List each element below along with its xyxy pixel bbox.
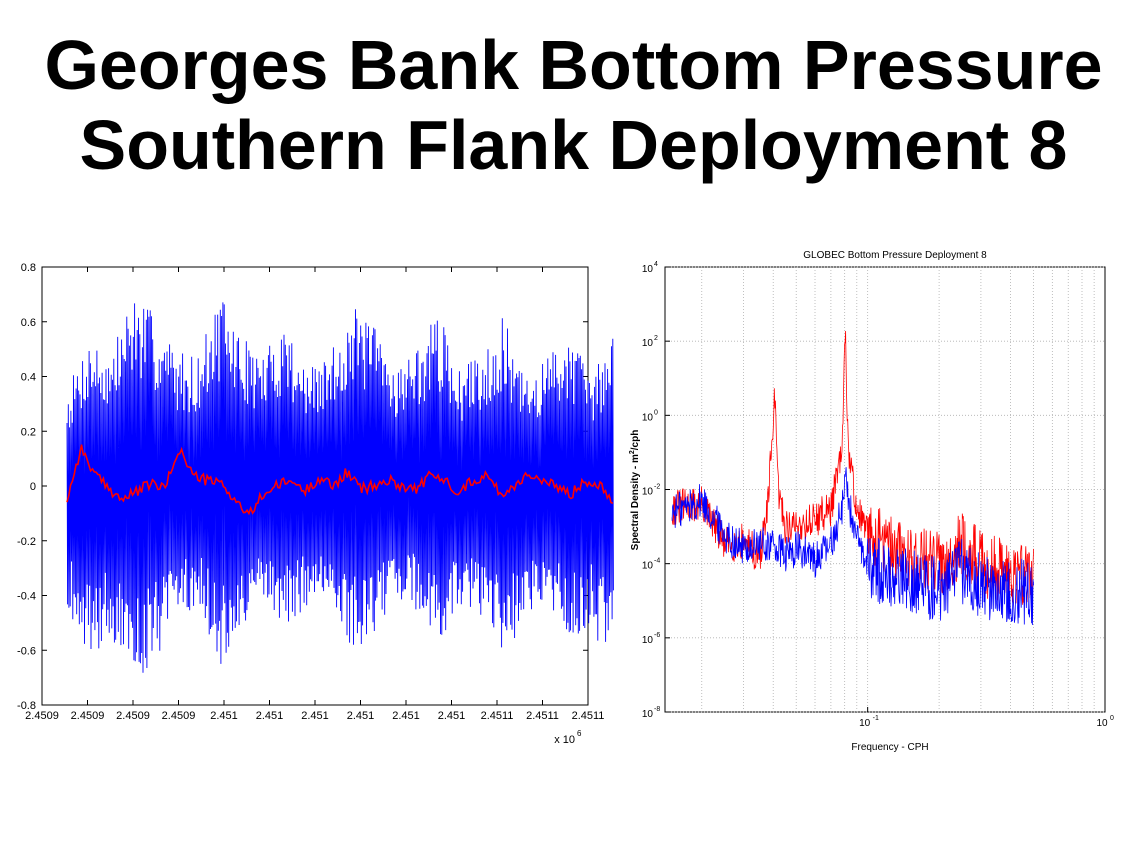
x-multiplier-exponent: 6 bbox=[577, 729, 582, 738]
x-tick-label: 2.4511 bbox=[572, 710, 605, 722]
x-tick-label: 2.4509 bbox=[116, 710, 150, 722]
blue-spectrum-series bbox=[671, 467, 1034, 626]
y-tick-label-exponent: 0 bbox=[654, 409, 658, 416]
x-tick-label: 2.4509 bbox=[71, 710, 105, 722]
x-tick-label: 2.451 bbox=[347, 710, 375, 722]
x-tick-label: 2.4509 bbox=[162, 710, 196, 722]
right-chart-title: GLOBEC Bottom Pressure Deployment 8 bbox=[803, 250, 987, 261]
y-tick-label-base: 10 bbox=[642, 635, 654, 646]
x-tick-label-exponent: -1 bbox=[873, 715, 879, 722]
x-tick-label: 2.451 bbox=[210, 710, 238, 722]
y-tick-label-exponent: -2 bbox=[654, 484, 660, 491]
y-tick-label: -0.2 bbox=[17, 536, 36, 548]
x-tick-label: 2.451 bbox=[438, 710, 466, 722]
y-tick-label-exponent: -4 bbox=[654, 558, 660, 565]
y-tick-label-base: 10 bbox=[642, 709, 654, 720]
x-tick-label: 2.451 bbox=[301, 710, 329, 722]
y-tick-label-base: 10 bbox=[642, 338, 654, 349]
y-tick-label-base: 10 bbox=[642, 487, 654, 498]
y-axis-label-text: Spectral Density - m bbox=[630, 454, 641, 550]
y-tick-label: 0 bbox=[30, 481, 36, 493]
slide-title-line-2: Southern Flank Deployment 8 bbox=[79, 106, 1068, 184]
x-tick-label: 2.451 bbox=[392, 710, 420, 722]
y-tick-label-exponent: -8 bbox=[654, 706, 660, 713]
blue-pressure-series bbox=[66, 302, 614, 673]
y-tick-label-exponent: 2 bbox=[654, 335, 658, 342]
y-tick-label-exponent: 4 bbox=[654, 261, 658, 268]
x-tick-label: 2.4511 bbox=[481, 710, 514, 722]
x-tick-label-base: 10 bbox=[1096, 718, 1108, 729]
y-axis-label: Spectral Density - m2/cph bbox=[629, 430, 641, 551]
red-subtidal-series bbox=[66, 444, 614, 516]
y-tick-label-exponent: -6 bbox=[654, 632, 660, 639]
y-tick-label: 0.2 bbox=[21, 426, 36, 438]
x-multiplier-label: x 10 bbox=[554, 734, 575, 746]
y-tick-label: -0.6 bbox=[17, 645, 36, 657]
y-tick-label: -0.8 bbox=[17, 700, 36, 712]
y-tick-label: 0.4 bbox=[21, 372, 36, 384]
x-tick-label: 2.4509 bbox=[25, 710, 59, 722]
x-tick-label: 2.4511 bbox=[526, 710, 559, 722]
y-tick-label: 0.6 bbox=[21, 317, 36, 329]
y-axis-label-unit: /cph bbox=[630, 430, 641, 451]
y-tick-label-base: 10 bbox=[642, 561, 654, 572]
y-tick-label: -0.4 bbox=[17, 591, 36, 603]
x-tick-label-base: 10 bbox=[859, 718, 871, 729]
slide-title-line-1: Georges Bank Bottom Pressure bbox=[44, 26, 1103, 104]
y-tick-label-base: 10 bbox=[642, 264, 654, 275]
y-axis-label-superscript: 2 bbox=[629, 450, 636, 454]
x-tick-label: 2.451 bbox=[256, 710, 284, 722]
x-axis-label: Frequency - CPH bbox=[851, 742, 928, 753]
y-tick-label-base: 10 bbox=[642, 412, 654, 423]
y-tick-label: 0.8 bbox=[21, 262, 36, 274]
x-tick-label-exponent: 0 bbox=[1110, 715, 1114, 722]
